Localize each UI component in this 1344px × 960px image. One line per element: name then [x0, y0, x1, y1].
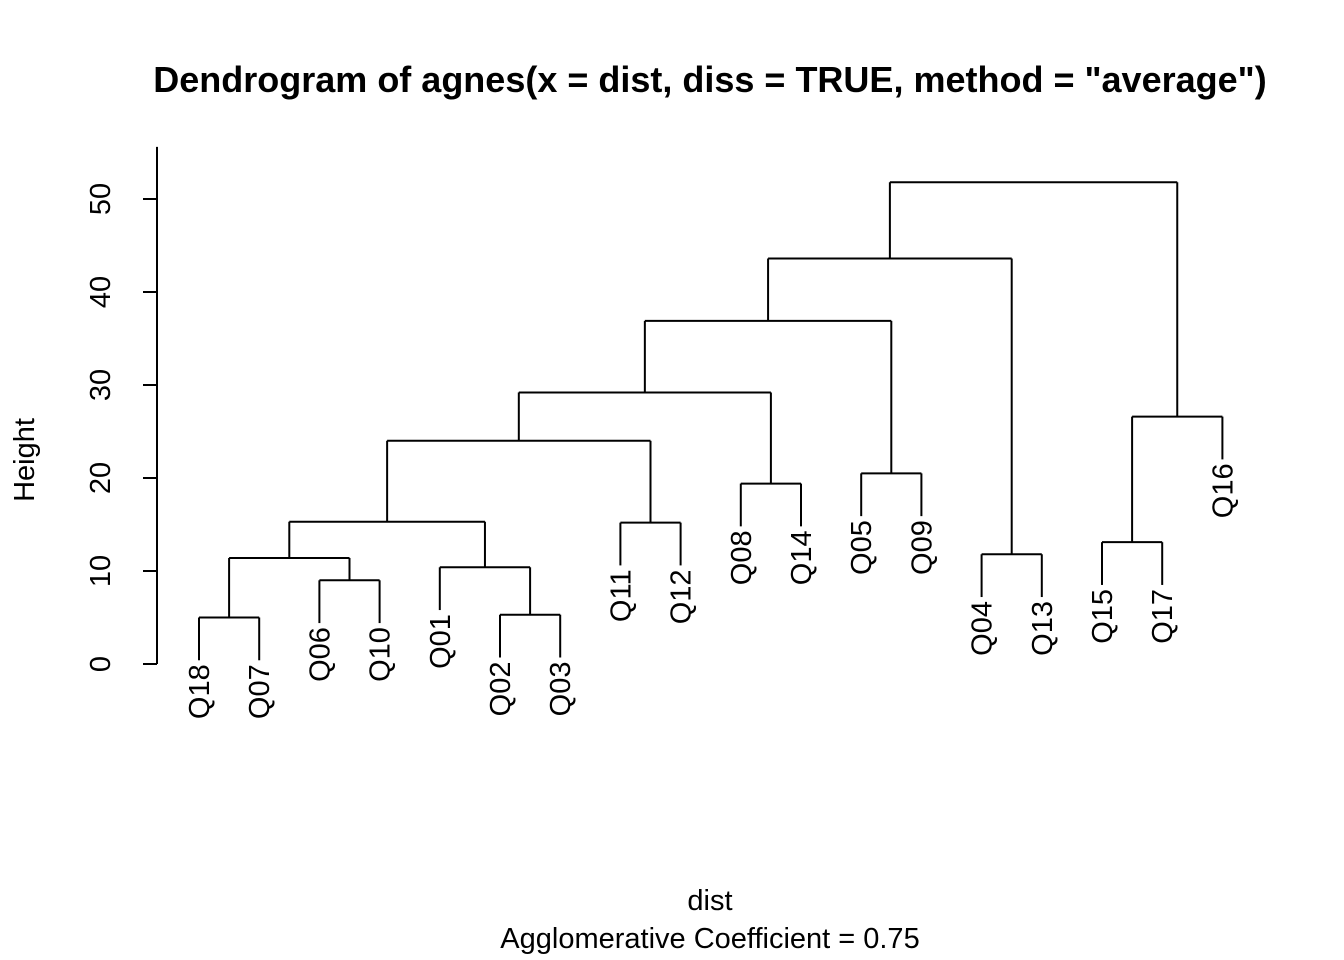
leaf-labels: Q18 Q07 Q06 Q10 Q01 Q02 Q03 Q11 Q12 Q08 Q14 Q05 Q09 Q…	[184, 463, 1239, 719]
leaf-label-q11: Q11	[605, 569, 637, 622]
y-tick-label-0: 0	[85, 656, 117, 672]
leaf-label-q07: Q07	[244, 664, 276, 719]
y-tick-label-40: 40	[85, 276, 117, 308]
leaf-label-q17: Q17	[1147, 589, 1179, 644]
x-axis-label: dist	[687, 885, 732, 917]
y-tick-label-30: 30	[85, 369, 117, 401]
leaf-label-q14: Q14	[786, 530, 818, 585]
leaf-label-q01: Q01	[425, 614, 457, 669]
leaf-label-q18: Q18	[184, 664, 216, 719]
leaf-label-q13: Q13	[1027, 601, 1059, 656]
leaf-label-q05: Q05	[846, 520, 878, 575]
leaf-label-q06: Q06	[304, 627, 336, 682]
chart-title: Dendrogram of agnes(x = dist, diss = TRU…	[153, 59, 1266, 100]
leaf-label-q15: Q15	[1087, 589, 1119, 644]
leaf-label-q03: Q03	[545, 661, 577, 716]
dendrogram-branches	[198, 181, 1224, 661]
y-tick-label-20: 20	[85, 462, 117, 494]
y-axis: 0 10 20 30 40 50	[85, 146, 158, 672]
leaf-label-q04: Q04	[967, 601, 999, 656]
chart-subtitle: Agglomerative Coefficient = 0.75	[500, 923, 919, 955]
y-tick-label-50: 50	[85, 183, 117, 215]
leaf-label-q09: Q09	[906, 520, 938, 575]
leaf-label-q16: Q16	[1207, 463, 1239, 518]
leaf-label-q12: Q12	[666, 569, 698, 624]
y-axis-label: Height	[9, 418, 41, 502]
leaf-label-q08: Q08	[726, 530, 758, 585]
y-tick-label-10: 10	[85, 555, 117, 587]
leaf-label-q10: Q10	[365, 627, 397, 682]
leaf-label-q02: Q02	[485, 661, 517, 716]
